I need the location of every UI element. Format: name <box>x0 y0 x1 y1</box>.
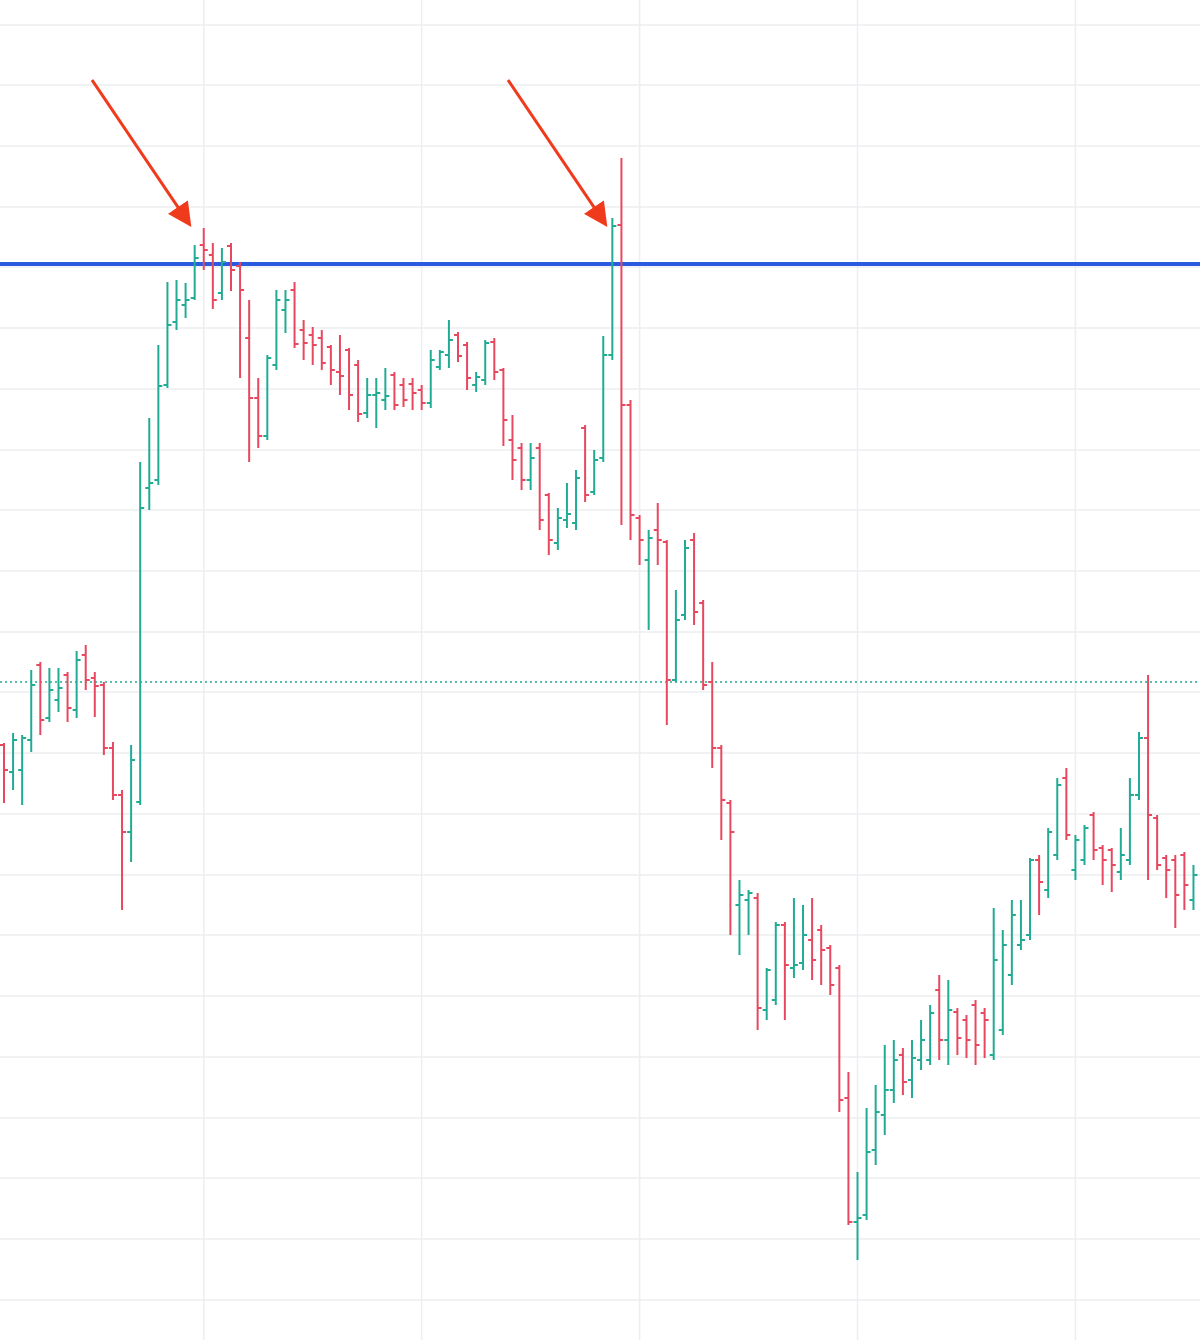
horizontal-lines <box>0 262 1200 683</box>
annotation-arrow <box>506 79 608 227</box>
annotation-arrow <box>90 79 192 227</box>
bars <box>0 158 1198 1260</box>
